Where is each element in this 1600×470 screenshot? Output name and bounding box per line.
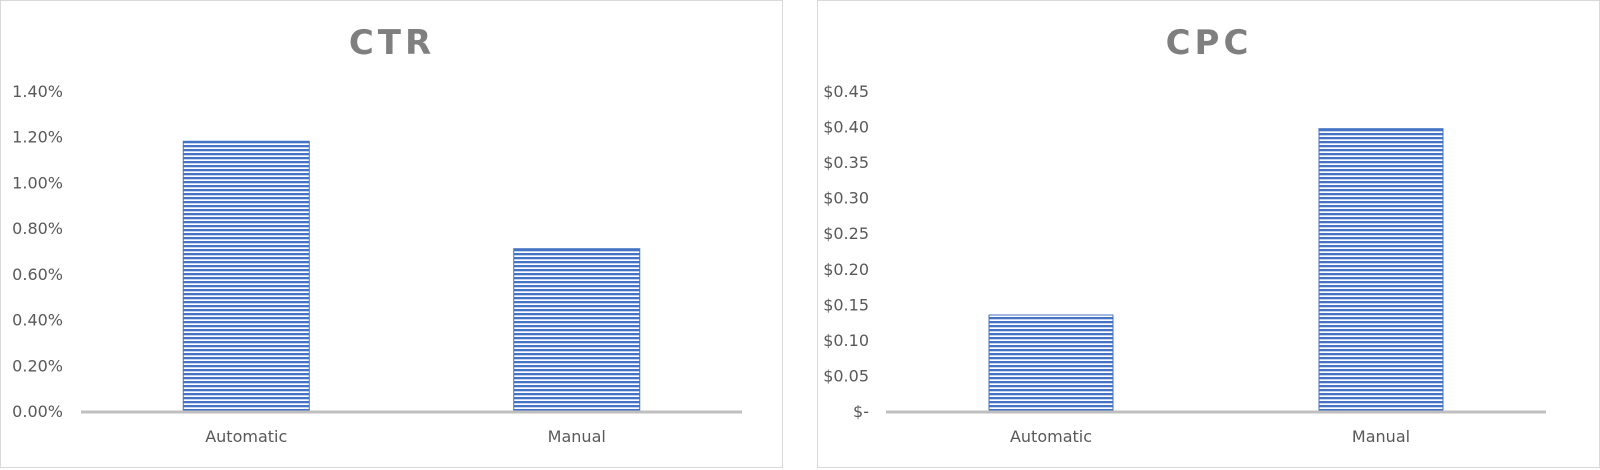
y-tick-label: 1.20%	[12, 128, 63, 147]
y-tick-label: $-	[853, 402, 869, 421]
ctr-chart-panel: CTR 0.00% 0.20% 0.40% 0.60% 0.80% 1.00% 1.20% 1…	[0, 0, 783, 468]
y-tick-label: 0.20%	[12, 356, 63, 375]
y-tick-label: $0.35	[823, 153, 869, 172]
bar-automatic	[182, 140, 310, 412]
cpc-chart: CPC $- $0.05 $0.10 $0.15 $0.20 $0.25 $0.30 $0.3…	[823, 23, 1546, 446]
y-tick-label: 0.60%	[12, 265, 63, 284]
y-tick-label: 1.00%	[12, 173, 63, 192]
y-tick-label: $0.10	[823, 331, 869, 350]
cpc-chart-panel: CPC $- $0.05 $0.10 $0.15 $0.20 $0.25 $0.30 $0.3…	[817, 0, 1600, 468]
y-tick-label: $0.15	[823, 295, 869, 314]
y-tick-label: $0.40	[823, 118, 869, 137]
x-category-label: Manual	[548, 427, 606, 446]
bar-manual	[513, 248, 641, 412]
y-tick-label: $0.30	[823, 189, 869, 208]
chart-title: CPC	[1166, 23, 1253, 63]
chart-title: CTR	[349, 23, 435, 63]
y-tick-label: $0.45	[823, 82, 869, 101]
y-tick-label: $0.25	[823, 224, 869, 243]
y-tick-label: 0.80%	[12, 219, 63, 238]
y-tick-label: $0.20	[823, 260, 869, 279]
x-category-label: Automatic	[205, 427, 287, 446]
x-category-label: Automatic	[1010, 427, 1092, 446]
x-category-label: Manual	[1352, 427, 1410, 446]
bar-automatic	[988, 314, 1114, 412]
ctr-chart: CTR 0.00% 0.20% 0.40% 0.60% 0.80% 1.00% 1.20% 1…	[12, 23, 742, 446]
bar-manual	[1318, 128, 1444, 412]
y-tick-label: 0.00%	[12, 402, 63, 421]
y-tick-label: 1.40%	[12, 82, 63, 101]
y-tick-label: 0.40%	[12, 311, 63, 330]
y-tick-label: $0.05	[823, 366, 869, 385]
